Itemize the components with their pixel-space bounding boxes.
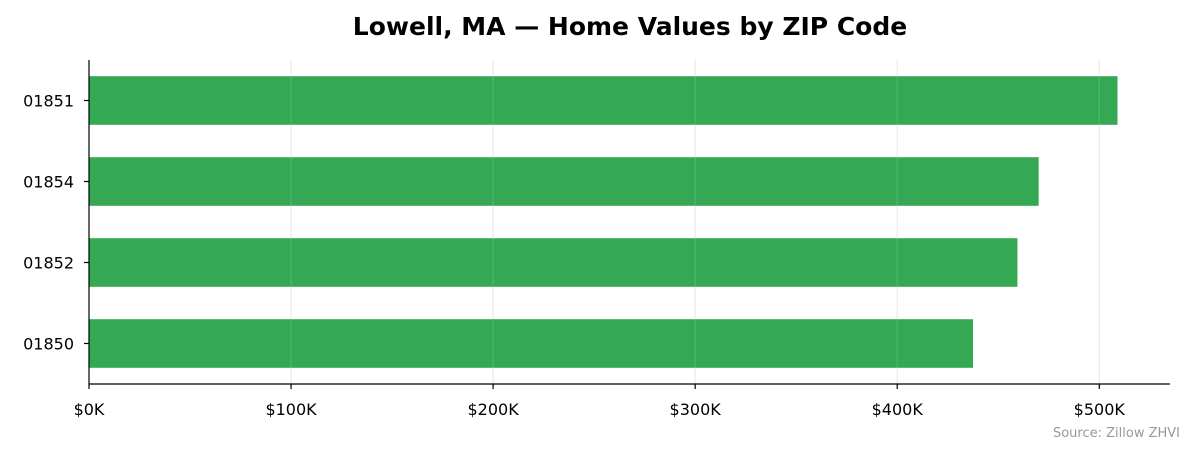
- x-tick-label: $300K: [670, 400, 722, 419]
- source-note: Source: Zillow ZHVI: [1053, 426, 1180, 441]
- x-tick-label: $100K: [265, 400, 317, 419]
- y-tick-label-01854: 01854: [23, 173, 74, 192]
- bar-01854: [89, 157, 1039, 206]
- bar-01850: [89, 319, 973, 368]
- y-tick-label-01851: 01851: [23, 92, 74, 111]
- y-tick-label-01852: 01852: [23, 254, 74, 273]
- chart-title: Lowell, MA — Home Values by ZIP Code: [353, 12, 907, 41]
- bar-01851: [89, 76, 1118, 125]
- x-tick-label: $400K: [872, 400, 924, 419]
- x-tick-label: $200K: [468, 400, 520, 419]
- x-tick-label: $0K: [74, 400, 105, 419]
- bars: [89, 60, 1118, 384]
- x-tick-label: $500K: [1074, 400, 1126, 419]
- bar-01852: [89, 238, 1018, 287]
- tick-labels: 01851 01854 01852 01850 $0K $100K $200K $300K $4…: [23, 92, 1125, 420]
- y-tick-label-01850: 01850: [23, 335, 74, 354]
- axes: [84, 60, 1170, 389]
